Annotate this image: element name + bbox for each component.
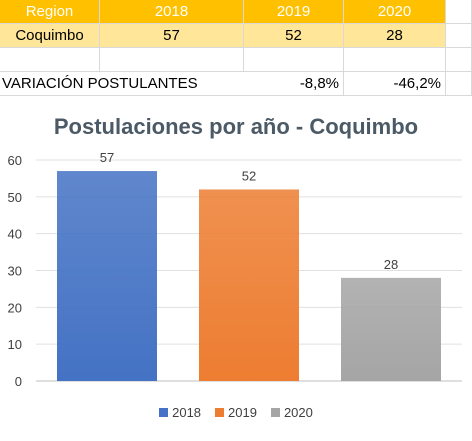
empty-cell[interactable] — [100, 48, 244, 72]
y-tick-label: 0 — [15, 374, 22, 389]
value-cell-2020[interactable]: 28 — [344, 24, 446, 48]
y-tick-label: 10 — [8, 337, 22, 352]
variation-label-cell[interactable]: VARIACIÓN POSTULANTES — [0, 72, 244, 96]
legend: 2018 2019 2020 — [0, 405, 472, 420]
value-cell-2018[interactable]: 57 — [100, 24, 244, 48]
bar-2020 — [341, 277, 441, 381]
legend-swatch — [215, 408, 225, 417]
variation-cell-2019[interactable]: -8,8% — [244, 72, 344, 96]
header-cell-region[interactable]: Region — [0, 0, 100, 24]
y-tick-label: 20 — [8, 300, 22, 315]
y-tick-label: 50 — [8, 190, 22, 205]
header-cell-2020[interactable]: 2020 — [344, 0, 446, 24]
y-tick-label: 40 — [8, 227, 22, 242]
value-cell-2019[interactable]: 52 — [244, 24, 344, 48]
legend-label: 2018 — [172, 405, 202, 420]
data-label-2020: 28 — [384, 257, 398, 272]
empty-cell[interactable] — [0, 48, 100, 72]
spreadsheet: Region 2018 2019 2020 Coquimbo 57 52 28 … — [0, 0, 472, 96]
legend-item-2019: 2019 — [215, 405, 257, 420]
legend-label: 2020 — [283, 405, 313, 420]
variation-cell-2020[interactable]: -46,2% — [344, 72, 446, 96]
legend-swatch — [270, 408, 280, 417]
region-name-cell[interactable]: Coquimbo — [0, 24, 100, 48]
chart-title: Postulaciones por año - Coquimbo — [53, 114, 419, 139]
data-label-2018: 57 — [100, 150, 114, 165]
data-label-2019: 52 — [242, 168, 256, 183]
empty-cell[interactable] — [446, 48, 472, 72]
header-cell-2018[interactable]: 2018 — [100, 0, 244, 24]
empty-cell[interactable] — [244, 48, 344, 72]
legend-swatch — [159, 408, 169, 417]
legend-item-2018: 2018 — [159, 405, 201, 420]
legend-item-2020: 2020 — [270, 405, 313, 420]
bar-2018 — [57, 171, 157, 381]
bar-2019 — [199, 189, 299, 381]
empty-cell[interactable] — [344, 48, 446, 72]
y-tick-label: 60 — [8, 153, 22, 168]
y-tick-label: 30 — [8, 264, 22, 279]
header-cell-2019[interactable]: 2019 — [244, 0, 344, 24]
legend-label: 2019 — [228, 405, 257, 420]
empty-cell[interactable] — [446, 72, 472, 96]
